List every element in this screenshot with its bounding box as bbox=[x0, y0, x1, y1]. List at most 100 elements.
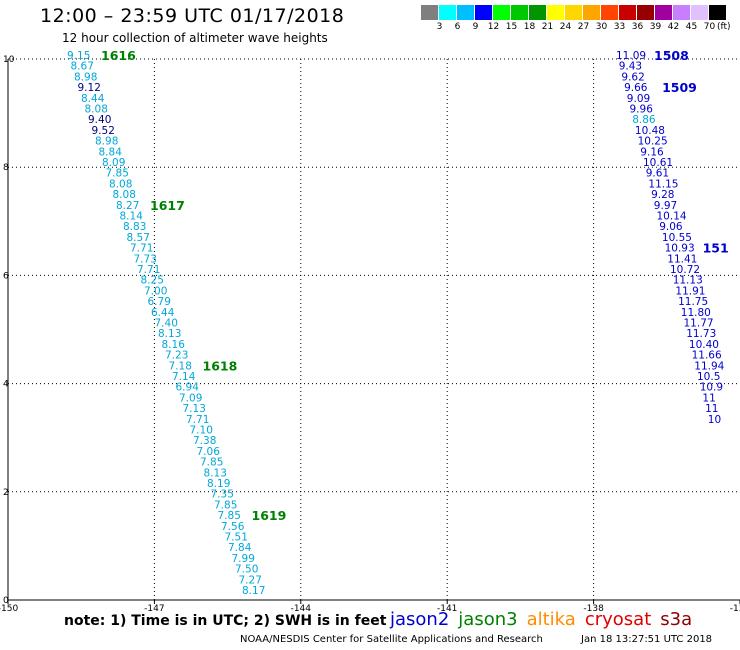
wave-height-label: 7.14 bbox=[172, 371, 196, 383]
wave-height-label: 8.13 bbox=[204, 467, 227, 479]
wave-height-label: 7.35 bbox=[211, 489, 234, 501]
colorbar-label: 18 bbox=[523, 22, 536, 32]
wave-height-label: 9.12 bbox=[78, 82, 101, 94]
wave-height-label: 7.13 bbox=[183, 403, 206, 415]
wave-height-label: 11.13 bbox=[673, 275, 703, 287]
y-tick-label: 10 bbox=[3, 55, 15, 65]
wave-height-label: 10.14 bbox=[657, 211, 687, 223]
wave-height-label: 10.61 bbox=[643, 157, 673, 169]
colorbar-swatch bbox=[493, 5, 510, 20]
wave-height-label: 9.40 bbox=[88, 114, 111, 126]
colorbar-label: 33 bbox=[613, 22, 626, 32]
wave-height-label: 9.15 bbox=[67, 50, 90, 62]
wave-height-label: 11.73 bbox=[686, 328, 716, 340]
colorbar-swatch bbox=[655, 5, 672, 20]
colorbar-label: 24 bbox=[559, 22, 572, 32]
wave-height-label: 7.38 bbox=[193, 435, 216, 447]
wave-height-label: 8.84 bbox=[99, 146, 123, 158]
wave-height-label: 10.48 bbox=[635, 125, 665, 137]
pass-time-label: 1617 bbox=[150, 198, 185, 213]
colorbar-swatch bbox=[511, 5, 528, 20]
pass-time-label: 1616 bbox=[101, 48, 136, 63]
wave-height-label: 8.17 bbox=[242, 585, 265, 597]
y-tick-label: 2 bbox=[3, 488, 9, 498]
y-tick-label: 0 bbox=[3, 596, 9, 606]
colorbar-swatch bbox=[421, 5, 438, 20]
wave-height-label: 9.96 bbox=[630, 104, 654, 116]
wave-height-label: 8.08 bbox=[109, 178, 132, 190]
colorbar-swatch bbox=[529, 5, 546, 20]
pass-time-label: 1618 bbox=[203, 358, 238, 373]
wave-height-label: 8.09 bbox=[102, 157, 125, 169]
wave-height-label: 9.43 bbox=[619, 61, 642, 73]
credit-line: NOAA/NESDIS Center for Satellite Applica… bbox=[240, 634, 543, 645]
wave-height-label: 8.98 bbox=[74, 71, 97, 83]
wave-height-label: 8.16 bbox=[162, 339, 186, 351]
wave-height-label: 11.75 bbox=[678, 296, 708, 308]
colorbar-unit: (ft) bbox=[717, 22, 731, 32]
y-tick-label: 6 bbox=[3, 271, 9, 281]
colorbar-label: 6 bbox=[454, 22, 461, 32]
wave-height-label: 7.85 bbox=[200, 457, 223, 469]
legend-item: jason2 bbox=[390, 609, 450, 630]
colorbar-swatch bbox=[673, 5, 690, 20]
wave-height-label: 10.55 bbox=[662, 232, 692, 244]
colorbar-label: 3 bbox=[436, 22, 443, 32]
wave-height-label: 7.18 bbox=[169, 360, 192, 372]
wave-height-label: 9.06 bbox=[659, 221, 683, 233]
wave-height-label: 9.16 bbox=[640, 146, 664, 158]
x-tick-label: -141 bbox=[437, 604, 457, 614]
wave-height-label: 7.09 bbox=[179, 392, 202, 404]
wave-height-label: 7.50 bbox=[235, 564, 258, 576]
wave-height-label: 8.25 bbox=[141, 275, 164, 287]
wave-height-label: 11 bbox=[705, 403, 718, 415]
wave-height-label: 9.66 bbox=[624, 82, 648, 94]
colorbar-swatch bbox=[439, 5, 456, 20]
wave-height-label: 11.94 bbox=[694, 360, 724, 372]
wave-height-label: 8.08 bbox=[113, 189, 136, 201]
wave-height-label: 9.52 bbox=[92, 125, 115, 137]
colorbar-label: 42 bbox=[667, 22, 680, 32]
wave-height-label: 8.86 bbox=[632, 114, 656, 126]
colorbar-swatch bbox=[457, 5, 474, 20]
wave-height-label: 8.27 bbox=[116, 200, 139, 212]
wave-height-label: 10.9 bbox=[700, 382, 723, 394]
pass-time-label: 1508 bbox=[654, 48, 689, 63]
colorbar-label: 15 bbox=[505, 22, 518, 32]
footnote: note: 1) Time is in UTC; 2) SWH is in fe… bbox=[64, 613, 387, 629]
wave-height-label: 10.40 bbox=[689, 339, 719, 351]
wave-height-label: 8.44 bbox=[81, 93, 105, 105]
wave-height-label: 9.97 bbox=[654, 200, 677, 212]
x-tick-label: -147 bbox=[144, 604, 164, 614]
colorbar-swatch bbox=[565, 5, 582, 20]
colorbar-label: 27 bbox=[577, 22, 590, 32]
wave-height-label: 7.71 bbox=[130, 243, 153, 255]
satellite-legend: jason2 jason3 altika cryosat s3a bbox=[390, 609, 701, 630]
wave-height-label: 7.40 bbox=[155, 318, 178, 330]
wave-height-label: 8.13 bbox=[158, 328, 181, 340]
wave-height-label: 6.79 bbox=[148, 296, 171, 308]
wave-height-label: 10.25 bbox=[638, 136, 668, 148]
wave-height-label: 7.99 bbox=[232, 553, 255, 565]
colorbar-swatch bbox=[475, 5, 492, 20]
colorbar-swatch bbox=[637, 5, 654, 20]
wave-height-label: 7.10 bbox=[190, 425, 213, 437]
wave-height-label: 9.09 bbox=[627, 93, 650, 105]
wave-height-label: 8.57 bbox=[127, 232, 150, 244]
pass-time-label: 151 bbox=[703, 241, 729, 256]
wave-height-label: 11.66 bbox=[692, 350, 722, 362]
wave-height-label: 11.09 bbox=[616, 50, 646, 62]
pass-time-label: 1509 bbox=[662, 80, 697, 95]
colorbar-label: 12 bbox=[487, 22, 500, 32]
colorbar-label: 70 bbox=[703, 22, 716, 32]
wave-height-label: 7.56 bbox=[221, 521, 245, 533]
wave-height-label: 8.67 bbox=[71, 61, 94, 73]
colorbar-label: 36 bbox=[631, 22, 644, 32]
x-tick-label: -150 bbox=[0, 604, 18, 614]
wave-height-label: 8.98 bbox=[95, 136, 118, 148]
wave-height-label: 7.71 bbox=[137, 264, 160, 276]
colorbar-swatch bbox=[583, 5, 600, 20]
legend-item: s3a bbox=[660, 609, 693, 630]
chart-title: 12:00 – 23:59 UTC 01/17/2018 bbox=[40, 5, 345, 27]
